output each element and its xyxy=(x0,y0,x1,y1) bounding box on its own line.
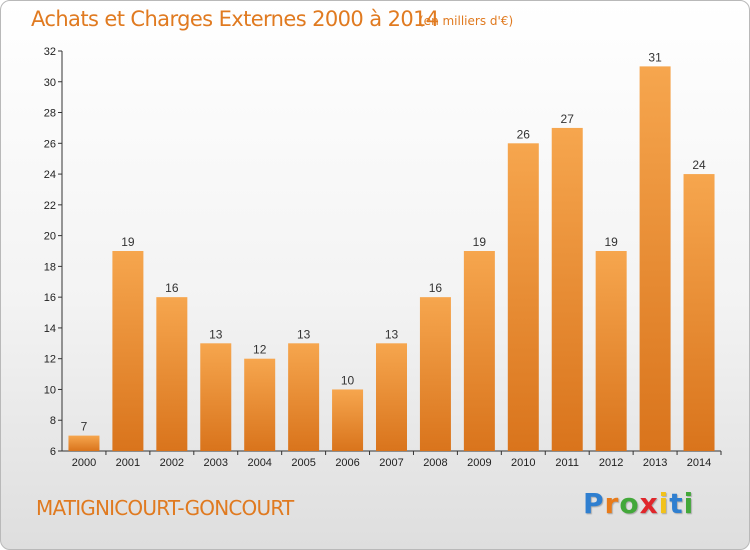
y-tick-label: 8 xyxy=(50,415,56,427)
data-label-2004: 12 xyxy=(253,343,267,357)
chart-subtitle: (en milliers d'€) xyxy=(419,14,514,28)
data-label-2002: 16 xyxy=(165,281,179,295)
bar-2008 xyxy=(419,297,451,451)
x-tick-label-2007: 2007 xyxy=(379,457,403,469)
data-label-2003: 13 xyxy=(209,327,223,341)
y-tick-label: 28 xyxy=(44,108,56,120)
x-tick-label-2002: 2002 xyxy=(160,457,184,469)
bar-2001 xyxy=(112,251,144,451)
bar-2012 xyxy=(595,251,627,451)
x-tick-label-2004: 2004 xyxy=(247,457,271,469)
data-label-2012: 19 xyxy=(604,235,618,249)
bar-2007 xyxy=(376,343,407,451)
data-label-2005: 13 xyxy=(297,327,311,341)
commune-name: MATIGNICOURT-GONCOURT xyxy=(36,496,294,520)
data-label-2011: 27 xyxy=(561,112,575,126)
y-tick-label: 26 xyxy=(44,138,56,150)
y-tick-label: 18 xyxy=(44,261,56,273)
data-label-2010: 26 xyxy=(517,127,531,141)
y-tick-label: 30 xyxy=(44,77,56,89)
x-tick-label-2005: 2005 xyxy=(291,457,315,469)
bar-2004 xyxy=(244,358,276,451)
y-tick-label: 24 xyxy=(44,169,56,181)
bar-2011 xyxy=(551,127,583,451)
data-label-2008: 16 xyxy=(429,281,443,295)
x-tick-label-2014: 2014 xyxy=(687,457,711,469)
data-label-2009: 19 xyxy=(473,235,487,249)
y-tick-label: 12 xyxy=(44,354,56,366)
x-tick-label-2000: 2000 xyxy=(72,457,96,469)
x-tick-label-2003: 2003 xyxy=(204,457,228,469)
x-tick-label-2010: 2010 xyxy=(511,457,535,469)
bar-2014 xyxy=(683,174,715,452)
proxiti-logo: Proxiti xyxy=(583,487,694,520)
x-tick-label-2012: 2012 xyxy=(599,457,623,469)
data-label-2014: 24 xyxy=(692,158,706,172)
bar-2005 xyxy=(288,343,320,451)
data-label-2006: 10 xyxy=(341,373,355,387)
logo-letter: r xyxy=(604,487,620,520)
x-tick-label-2008: 2008 xyxy=(423,457,447,469)
logo-letter: i xyxy=(658,487,670,520)
bar-2000 xyxy=(68,435,100,451)
logo-letter: i xyxy=(683,487,695,520)
y-tick-label: 6 xyxy=(50,446,56,458)
y-tick-label: 22 xyxy=(44,200,56,212)
data-label-2001: 19 xyxy=(121,235,135,249)
y-tick-label: 20 xyxy=(44,231,56,243)
y-tick-label: 14 xyxy=(44,323,56,335)
x-tick-label-2013: 2013 xyxy=(643,457,667,469)
data-label-2000: 7 xyxy=(81,420,88,434)
data-label-2007: 13 xyxy=(385,327,399,341)
y-tick-label: 16 xyxy=(44,292,56,304)
y-tick-label: 32 xyxy=(44,46,56,58)
logo-letter: t xyxy=(669,487,684,520)
y-tick-label: 10 xyxy=(44,384,56,396)
bar-2010 xyxy=(507,143,539,452)
x-tick-label-2011: 2011 xyxy=(555,457,579,469)
bar-2013 xyxy=(639,66,671,451)
logo-letter: x xyxy=(639,487,659,520)
chart-title: Achats et Charges Externes 2000 à 2014 xyxy=(31,7,439,31)
bar-2009 xyxy=(463,251,495,451)
bar-2003 xyxy=(200,343,232,451)
bar-2002 xyxy=(156,297,188,451)
x-tick-label-2001: 2001 xyxy=(116,457,140,469)
x-tick-label-2006: 2006 xyxy=(335,457,359,469)
x-tick-label-2009: 2009 xyxy=(467,457,491,469)
bar-2006 xyxy=(332,389,364,451)
logo-letter: P xyxy=(583,487,605,520)
data-label-2013: 31 xyxy=(648,50,662,64)
logo-letter: o xyxy=(619,487,640,520)
